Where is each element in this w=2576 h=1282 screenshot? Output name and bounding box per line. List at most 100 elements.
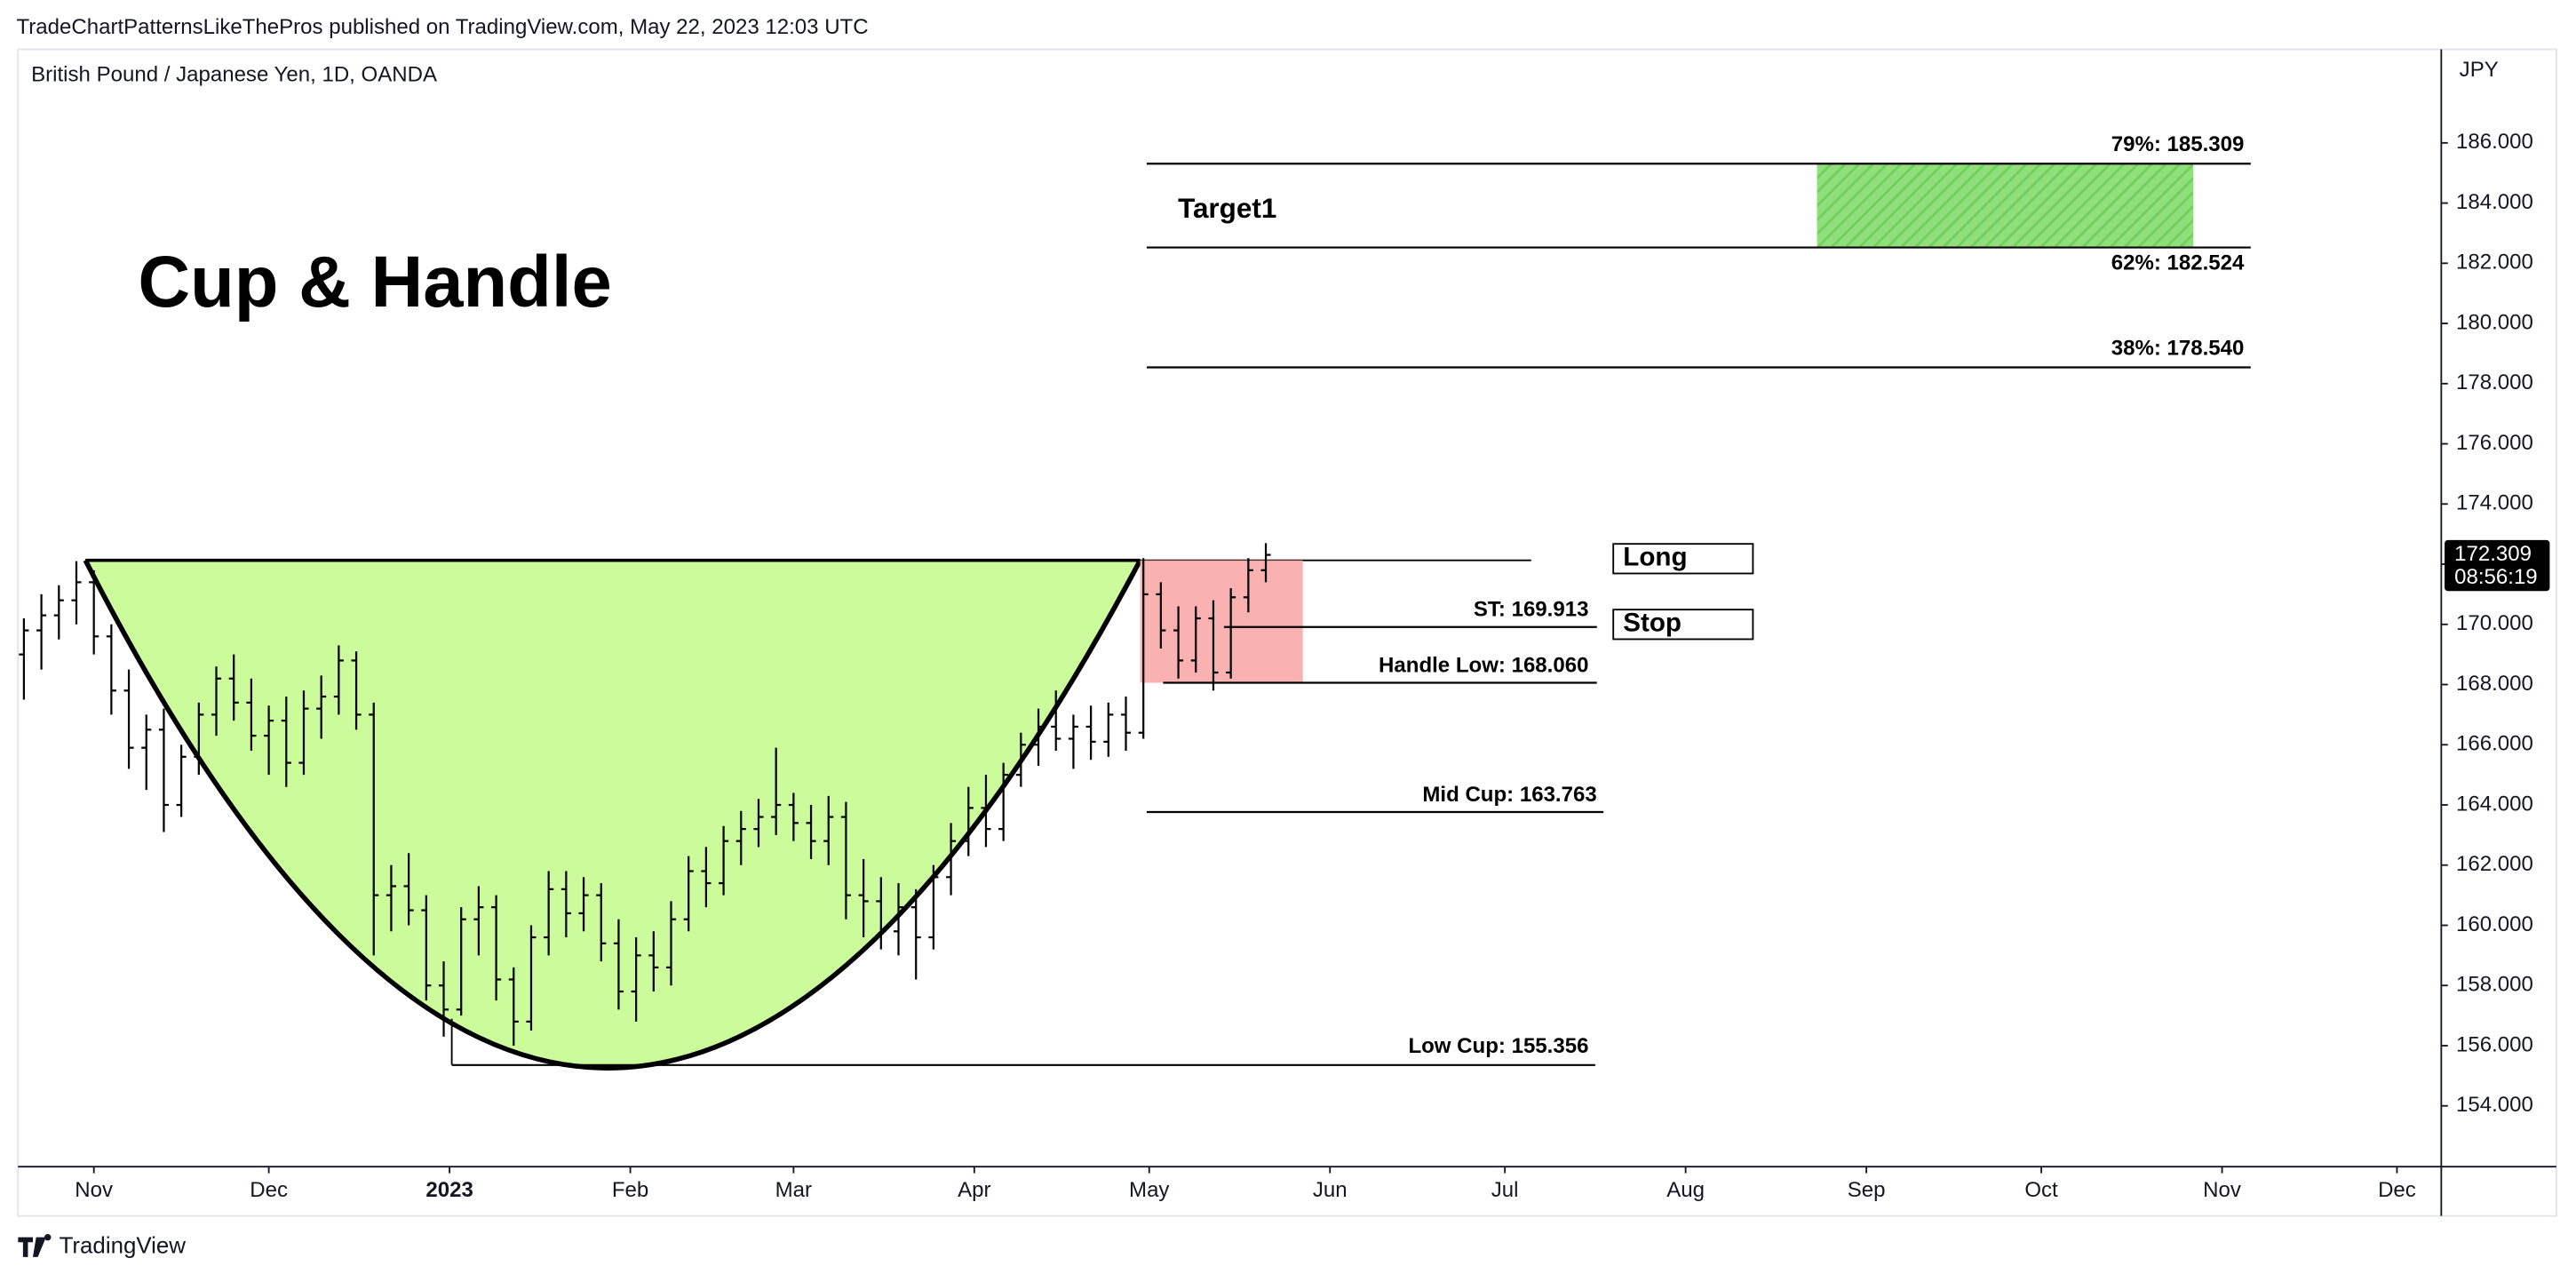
logo (18, 1233, 52, 1257)
currency: JPY (2460, 58, 2499, 82)
ohlc-bar (403, 853, 414, 926)
long-box (1612, 543, 1754, 575)
ohlc-bar (1243, 558, 1253, 613)
ohlc-bar (1103, 702, 1114, 757)
publisher: TradeChartPatternsLikeThePros published … (16, 15, 868, 39)
ohlc-bar (1226, 588, 1236, 679)
ohlc-bar (806, 805, 816, 859)
footer: TradingView (60, 1234, 187, 1259)
ohlc-bar (123, 669, 134, 769)
ohlc-bar (194, 702, 204, 776)
ohlc-bar (491, 895, 502, 1001)
ohlc-bar (456, 907, 466, 1016)
ohlc-bar (823, 795, 834, 865)
stop-label: Stop (1623, 609, 1682, 638)
x-tick-label: 2023 (425, 1178, 473, 1202)
ohlc-bar (264, 705, 274, 776)
ohlc-bar (351, 651, 362, 730)
level-label: 62%: 182.524 (2111, 251, 2245, 275)
ohlc-bar (508, 967, 519, 1046)
level-label: Mid Cup: 163.763 (1422, 783, 1596, 807)
x-tick-label: Nov (2203, 1178, 2241, 1202)
ohlc-bar (1260, 543, 1271, 583)
x-tick-label: Aug (1666, 1178, 1705, 1202)
ohlc-bar (981, 775, 991, 848)
ohlc-bar (963, 786, 974, 856)
y-tick-label: 170.000 (2456, 611, 2533, 635)
ohlc-bar (36, 593, 47, 670)
countdown: 08:56:19 (2454, 565, 2538, 589)
x-tick-label: Nov (75, 1178, 113, 1202)
level-label: Low Cup: 155.356 (1408, 1034, 1588, 1058)
y-tick-label: 158.000 (2456, 973, 2533, 997)
y-tick-label: 176.000 (2456, 431, 2533, 455)
y-tick-label: 162.000 (2456, 852, 2533, 876)
level-label: 38%: 178.540 (2111, 337, 2245, 361)
ohlc-bar (788, 792, 799, 841)
last-price: 172.309 (2454, 542, 2532, 566)
y-tick-label: 184.000 (2456, 190, 2533, 214)
ohlc-bar (771, 747, 782, 835)
ohlc-bar (421, 895, 432, 1001)
last-price-box (2445, 539, 2550, 592)
y-tick-label: 154.000 (2456, 1093, 2533, 1117)
x-tick-label: Dec (2378, 1178, 2416, 1202)
ohlc-bar (438, 961, 449, 1037)
ohlc-bar (596, 883, 607, 962)
ohlc-bar (1085, 705, 1096, 760)
handle-zone (1140, 560, 1303, 683)
ohlc-bar (910, 888, 921, 980)
y-tick-label: 164.000 (2456, 792, 2533, 816)
ohlc-bar (665, 901, 677, 986)
ohlc-bar (998, 762, 1009, 841)
y-tick-label: 156.000 (2456, 1032, 2533, 1056)
ohlc-bar (316, 675, 327, 739)
ohlc-bar (1015, 732, 1026, 787)
y-tick-label: 180.000 (2456, 310, 2533, 334)
stop-box (1612, 609, 1754, 641)
ohlc-bar (158, 708, 169, 832)
ohlc-bar (1120, 697, 1132, 752)
plot (19, 163, 2194, 1046)
ohlc-bar (473, 886, 484, 956)
y-tick-label: 160.000 (2456, 912, 2533, 936)
x-tick-label: Oct (2024, 1178, 2058, 1202)
ohlc-bar (840, 801, 851, 920)
ohlc-bar (106, 624, 116, 715)
ohlc-bar (1190, 606, 1201, 673)
ohlc-bar (928, 864, 939, 950)
pattern-title: Cup & Handle (138, 242, 611, 322)
x-tick-label: Apr (958, 1178, 990, 1202)
ohlc-bar (19, 618, 29, 700)
ohlc-bar (176, 745, 187, 817)
ohlc-bar (876, 877, 886, 950)
x-tick-label: Mar (775, 1178, 812, 1202)
x-tick-label: Jun (1313, 1178, 1348, 1202)
ohlc-bar (526, 925, 537, 1031)
ohlc-bar (753, 799, 764, 848)
y-tick-label: 174.000 (2456, 491, 2533, 515)
ohlc-bar (281, 697, 291, 787)
ohlc-bar (89, 569, 99, 655)
ohlc-bar (228, 654, 239, 721)
ohlc-bar (701, 847, 712, 908)
ohlc-bar (946, 823, 957, 896)
symbol: British Pound / Japanese Yen, 1D, OANDA (31, 62, 437, 86)
ohlc-bar (141, 714, 152, 791)
ohlc-bar (683, 856, 694, 932)
ohlc-bar (735, 810, 746, 865)
ohlc-bar (1208, 600, 1219, 691)
y-tick-label: 182.000 (2456, 251, 2533, 275)
target-zone (1817, 163, 2194, 248)
x-tick-label: Sep (1848, 1178, 1886, 1202)
ohlc-bar (719, 825, 729, 896)
ohlc-bar (544, 871, 554, 956)
ohlc-bar (578, 877, 589, 932)
ohlc-bar (53, 585, 64, 640)
ohlc-bar (648, 931, 659, 992)
ohlc-bar (246, 678, 257, 752)
x-tick-label: May (1129, 1178, 1169, 1202)
ohlc-bar (631, 937, 641, 1022)
y-tick-label: 178.000 (2456, 370, 2533, 394)
